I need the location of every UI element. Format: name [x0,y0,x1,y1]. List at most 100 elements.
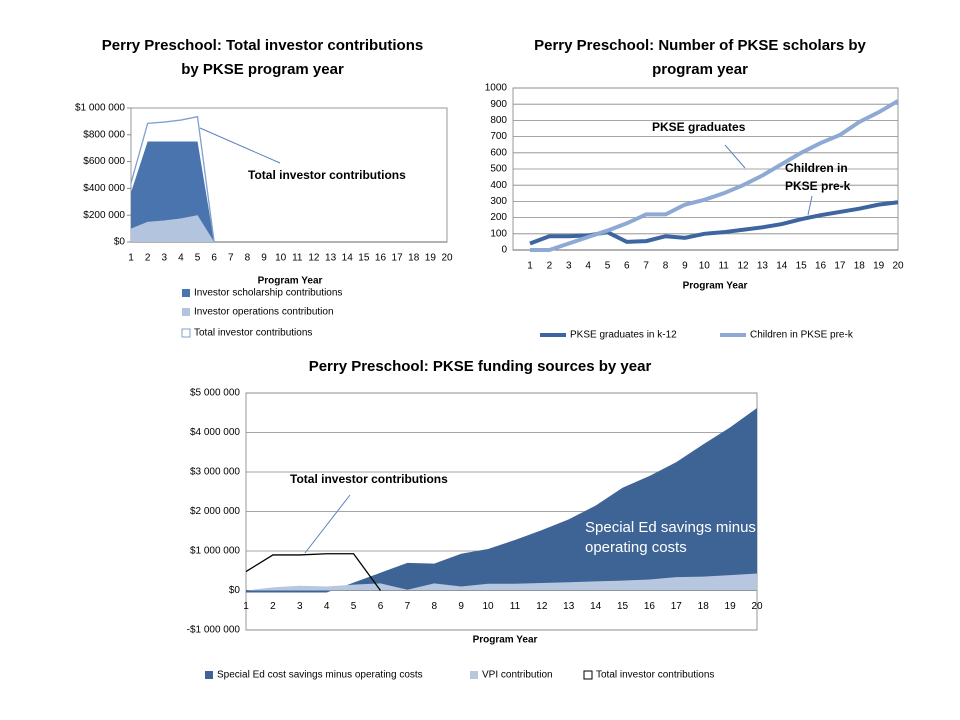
y-tick-label: $3 000 000 [190,467,240,478]
y-tick-label: $4 000 000 [190,427,240,438]
y-tick-label: $400 000 [83,183,125,194]
x-tick-label: 11 [510,601,521,612]
y-tick-label: 500 [490,164,507,175]
legend-swatch [470,671,478,679]
x-tick-label: 11 [718,261,729,272]
y-tick-label: $2 000 000 [190,506,240,517]
x-tick-label: 13 [757,261,769,272]
x-tick-label: 7 [228,253,234,264]
x-tick-label: 19 [725,601,737,612]
x-tick-label: 8 [663,261,669,272]
chart-title: Perry Preschool: PKSE funding sources by… [308,358,652,375]
y-tick-label: 300 [490,196,507,207]
x-tick-label: 12 [308,253,320,264]
legend-swatch [583,670,593,680]
x-tick-label: 20 [751,601,763,612]
x-tick-label: 12 [536,601,548,612]
y-tick-label: 0 [501,245,507,256]
x-tick-label: 6 [378,601,384,612]
x-tick-label: 14 [590,601,602,612]
x-tick-label: 11 [292,253,303,264]
x-tick-label: 14 [342,253,354,264]
y-tick-label: 1000 [485,83,508,94]
x-tick-label: 15 [796,261,808,272]
legend-label: Investor operations contribution [194,307,334,318]
x-tick-label: 10 [482,601,494,612]
y-tick-label: 100 [490,228,507,239]
x-tick-label: 17 [671,601,683,612]
annotation: Total investor contributions [290,472,448,486]
x-tick-label: 15 [358,253,370,264]
x-tick-label: 5 [351,601,357,612]
y-tick-label: -$1 000 000 [187,625,241,636]
x-tick-label: 8 [431,601,437,612]
x-tick-label: 9 [261,253,267,264]
area [246,408,757,593]
line [245,553,381,591]
line [530,99,900,252]
arrow [199,127,281,164]
legend-swatch [205,671,213,679]
y-tick-label: 900 [490,99,507,110]
x-tick-label: 2 [547,261,553,272]
legend-swatch [182,308,190,316]
x-tick-label: 19 [425,253,437,264]
legend-label: Special Ed cost savings minus operating … [217,670,423,681]
x-tick-label: 3 [297,601,303,612]
annotation: PKSE graduates [652,120,746,134]
x-tick-label: 13 [325,253,337,264]
x-axis-label: Program Year [683,281,748,292]
arrow [807,195,813,216]
x-tick-label: 17 [392,253,404,264]
x-axis-label: Program Year [258,276,323,287]
y-tick-label: 600 [490,147,507,158]
annotation: Total investor contributions [248,168,406,182]
x-tick-label: 3 [161,253,167,264]
x-tick-label: 5 [605,261,611,272]
y-tick-label: 700 [490,131,507,142]
x-tick-label: 18 [854,261,866,272]
y-tick-label: $1 000 000 [190,546,240,557]
area [131,141,215,242]
x-tick-label: 10 [699,261,711,272]
x-tick-label: 4 [178,253,184,264]
x-tick-label: 6 [624,261,630,272]
x-tick-label: 2 [270,601,276,612]
arrow [724,144,746,169]
x-tick-label: 9 [682,261,688,272]
y-tick-label: $600 000 [83,156,125,167]
x-tick-label: 8 [245,253,251,264]
x-tick-label: 17 [834,261,846,272]
x-tick-label: 9 [458,601,464,612]
y-tick-label: 200 [490,212,507,223]
y-tick-label: $0 [229,585,241,596]
x-tick-label: 18 [698,601,710,612]
x-tick-label: 20 [441,253,453,264]
y-tick-label: $800 000 [83,129,125,140]
x-tick-label: 18 [408,253,420,264]
legend-label: PKSE graduates in k-12 [570,330,677,341]
x-tick-label: 13 [563,601,575,612]
legend-label: VPI contribution [482,670,553,681]
annotation: Children in PKSE pre-k [785,161,851,193]
legend-label: Total investor contributions [194,328,312,339]
x-tick-label: 7 [405,601,411,612]
x-tick-label: 14 [776,261,788,272]
line [130,115,215,243]
x-axis-label: Program Year [473,635,538,646]
y-tick-label: 400 [490,180,507,191]
x-tick-label: 1 [243,601,249,612]
legend-label: Children in PKSE pre-k [750,330,854,341]
y-tick-label: 800 [490,115,507,126]
x-tick-label: 1 [527,261,533,272]
area [131,215,215,242]
legend-label: Total investor contributions [596,670,714,681]
x-tick-label: 12 [737,261,749,272]
y-tick-label: $5 000 000 [190,388,240,399]
x-tick-label: 1 [128,253,134,264]
x-tick-label: 4 [585,261,591,272]
x-tick-label: 16 [375,253,387,264]
area [246,573,757,591]
